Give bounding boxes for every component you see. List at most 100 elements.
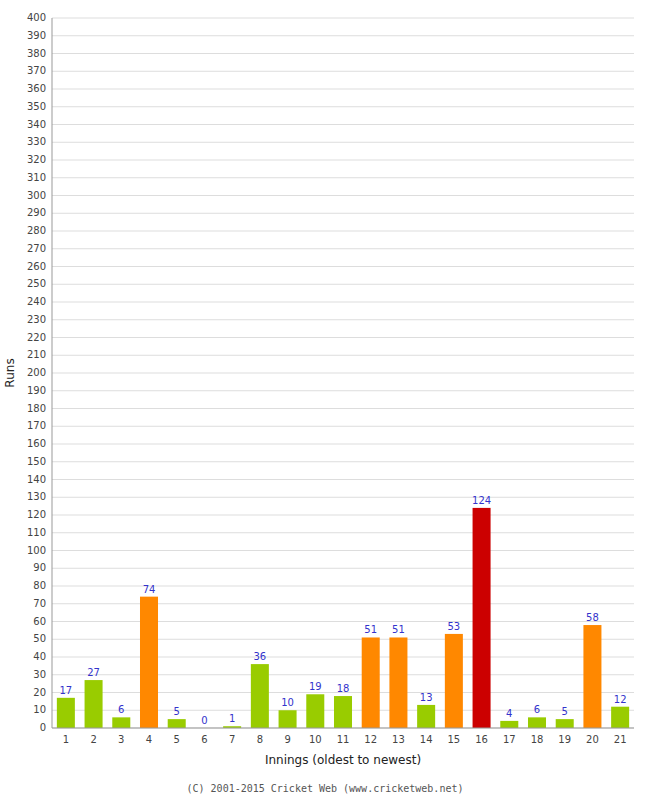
bar: [334, 696, 352, 728]
x-tick-label: 19: [558, 734, 571, 745]
x-tick-label: 4: [146, 734, 152, 745]
data-label: 51: [392, 624, 405, 635]
x-tick-label: 2: [90, 734, 96, 745]
y-tick-label: 10: [33, 704, 46, 715]
y-axis: 0102030405060708090100110120130140150160…: [27, 12, 46, 733]
data-label: 12: [614, 694, 627, 705]
data-label: 1: [229, 713, 235, 724]
data-label: 6: [534, 704, 540, 715]
data-label: 18: [337, 683, 350, 694]
grid-line: [52, 373, 634, 374]
data-label: 36: [253, 651, 266, 662]
grid-line: [52, 674, 634, 675]
bars: [57, 508, 629, 728]
x-tick-label: 3: [118, 734, 124, 745]
grid-line: [52, 461, 634, 462]
grid-line: [52, 390, 634, 391]
x-axis: 123456789101112131415161718192021: [63, 734, 627, 745]
data-label: 6: [118, 704, 124, 715]
y-tick-label: 30: [33, 669, 46, 680]
x-tick-label: 18: [531, 734, 544, 745]
data-label: 5: [562, 706, 568, 717]
y-tick-label: 20: [33, 687, 46, 698]
data-label: 124: [472, 495, 491, 506]
grid-line: [52, 479, 634, 480]
data-label: 5: [174, 706, 180, 717]
grid-line: [52, 35, 634, 36]
y-tick-label: 130: [27, 491, 46, 502]
y-tick-label: 160: [27, 438, 46, 449]
y-tick-label: 310: [27, 172, 46, 183]
y-tick-label: 240: [27, 296, 46, 307]
grid-line: [52, 142, 634, 143]
bar: [583, 625, 601, 728]
grid-line: [52, 532, 634, 533]
x-tick-label: 11: [337, 734, 350, 745]
x-tick-label: 10: [309, 734, 322, 745]
y-tick-label: 220: [27, 332, 46, 343]
data-label: 19: [309, 681, 322, 692]
y-tick-label: 60: [33, 616, 46, 627]
footer: (C) 2001-2015 Cricket Web (www.cricketwe…: [187, 783, 464, 794]
grid-line: [52, 106, 634, 107]
grid-line: [52, 639, 634, 640]
y-tick-label: 70: [33, 598, 46, 609]
x-tick-label: 15: [447, 734, 460, 745]
y-tick-label: 320: [27, 154, 46, 165]
y-tick-label: 250: [27, 278, 46, 289]
y-tick-label: 280: [27, 225, 46, 236]
data-labels: 172767450136101918515113531244655812: [59, 495, 626, 726]
bar: [556, 719, 574, 728]
x-tick-label: 20: [586, 734, 599, 745]
x-tick-label: 13: [392, 734, 405, 745]
data-label: 51: [364, 624, 377, 635]
y-tick-label: 370: [27, 65, 46, 76]
grid-line: [52, 621, 634, 622]
bar: [417, 705, 435, 728]
data-label: 0: [201, 715, 207, 726]
grid-line: [52, 728, 634, 729]
data-label: 58: [586, 612, 599, 623]
y-tick-label: 190: [27, 385, 46, 396]
bar: [473, 508, 491, 728]
grid-line: [52, 426, 634, 427]
grid-line: [52, 266, 634, 267]
bar: [528, 717, 546, 728]
y-tick-label: 260: [27, 261, 46, 272]
x-tick-label: 21: [614, 734, 627, 745]
x-tick-label: 8: [257, 734, 263, 745]
grid-line: [52, 213, 634, 214]
y-tick-label: 330: [27, 136, 46, 147]
y-tick-label: 140: [27, 474, 46, 485]
y-axis-label: Runs: [3, 358, 17, 387]
bar: [611, 707, 629, 728]
grid-line: [52, 408, 634, 409]
x-tick-label: 12: [364, 734, 377, 745]
y-tick-label: 80: [33, 580, 46, 591]
bar: [85, 680, 103, 728]
x-axis-line: [52, 728, 634, 729]
bar: [140, 597, 158, 728]
bar: [168, 719, 186, 728]
bar: [279, 710, 297, 728]
y-tick-label: 150: [27, 456, 46, 467]
grid-line: [52, 568, 634, 569]
data-label: 10: [281, 697, 294, 708]
bar: [112, 717, 130, 728]
grid-line: [52, 550, 634, 551]
grid-line: [52, 231, 634, 232]
y-axis-line: [52, 18, 53, 728]
x-tick-label: 7: [229, 734, 235, 745]
x-tick-label: 9: [284, 734, 290, 745]
grid-line: [52, 195, 634, 196]
y-tick-label: 90: [33, 562, 46, 573]
y-tick-label: 360: [27, 83, 46, 94]
y-tick-label: 230: [27, 314, 46, 325]
grid-line: [52, 319, 634, 320]
bar: [57, 698, 75, 728]
y-tick-label: 110: [27, 527, 46, 538]
data-label: 53: [447, 621, 460, 632]
grid-line: [52, 586, 634, 587]
bar: [500, 721, 518, 728]
y-tick-label: 350: [27, 101, 46, 112]
